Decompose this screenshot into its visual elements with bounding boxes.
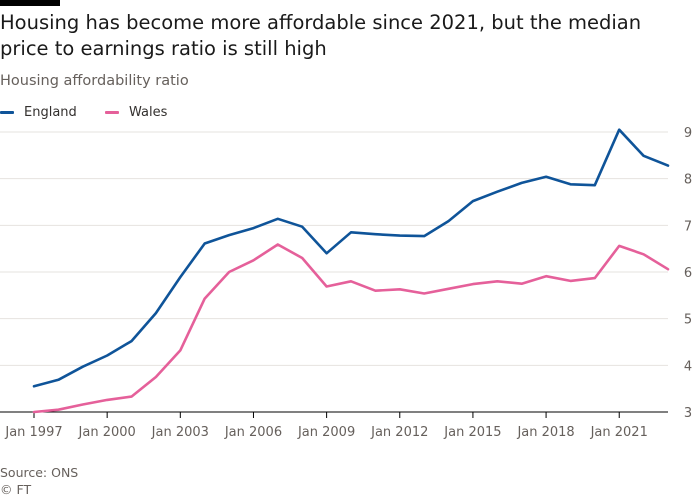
series-line-england [32,128,670,388]
legend-swatch-wales [105,111,119,114]
legend-swatch-england [0,111,14,114]
x-tick-label: Jan 2003 [151,425,209,440]
y-tick-label: 5 [684,313,692,328]
y-tick-label: 8 [684,173,692,188]
legend-item-england: England [0,105,77,120]
y-tick-label: 7 [684,219,692,234]
x-tick-label: Jan 2000 [78,425,136,440]
y-tick-label: 9 [684,126,692,141]
series-line-wales [32,243,670,414]
legend-item-wales: Wales [105,105,167,120]
y-tick-label: 6 [684,266,692,281]
x-tick-label: Jan 2009 [297,425,355,440]
line-chart: 3 4 5 6 7 8 9 Jan 1997 Jan 2000 Jan 2003 Jan 2006 J… [0,126,692,440]
y-tick-label: 3 [684,406,692,421]
y-tick-label: 4 [684,359,692,374]
chart-title: Housing has become more affordable since… [0,11,642,60]
credit-note: © FT [0,482,32,497]
source-note: Source: ONS [0,465,79,480]
chart-subtitle: Housing affordability ratio [0,73,189,89]
legend-label-wales: Wales [129,105,168,120]
x-tick-label: Jan 2015 [443,425,501,440]
x-tick-label: Jan 2021 [590,425,648,440]
legend-label-england: England [24,105,77,120]
x-tick-label: Jan 2006 [224,425,282,440]
x-tick-label: Jan 2012 [370,425,428,440]
ft-top-bar [0,0,60,6]
x-tick-label: Jan 2018 [516,425,574,440]
x-tick-label: Jan 1997 [4,425,62,440]
